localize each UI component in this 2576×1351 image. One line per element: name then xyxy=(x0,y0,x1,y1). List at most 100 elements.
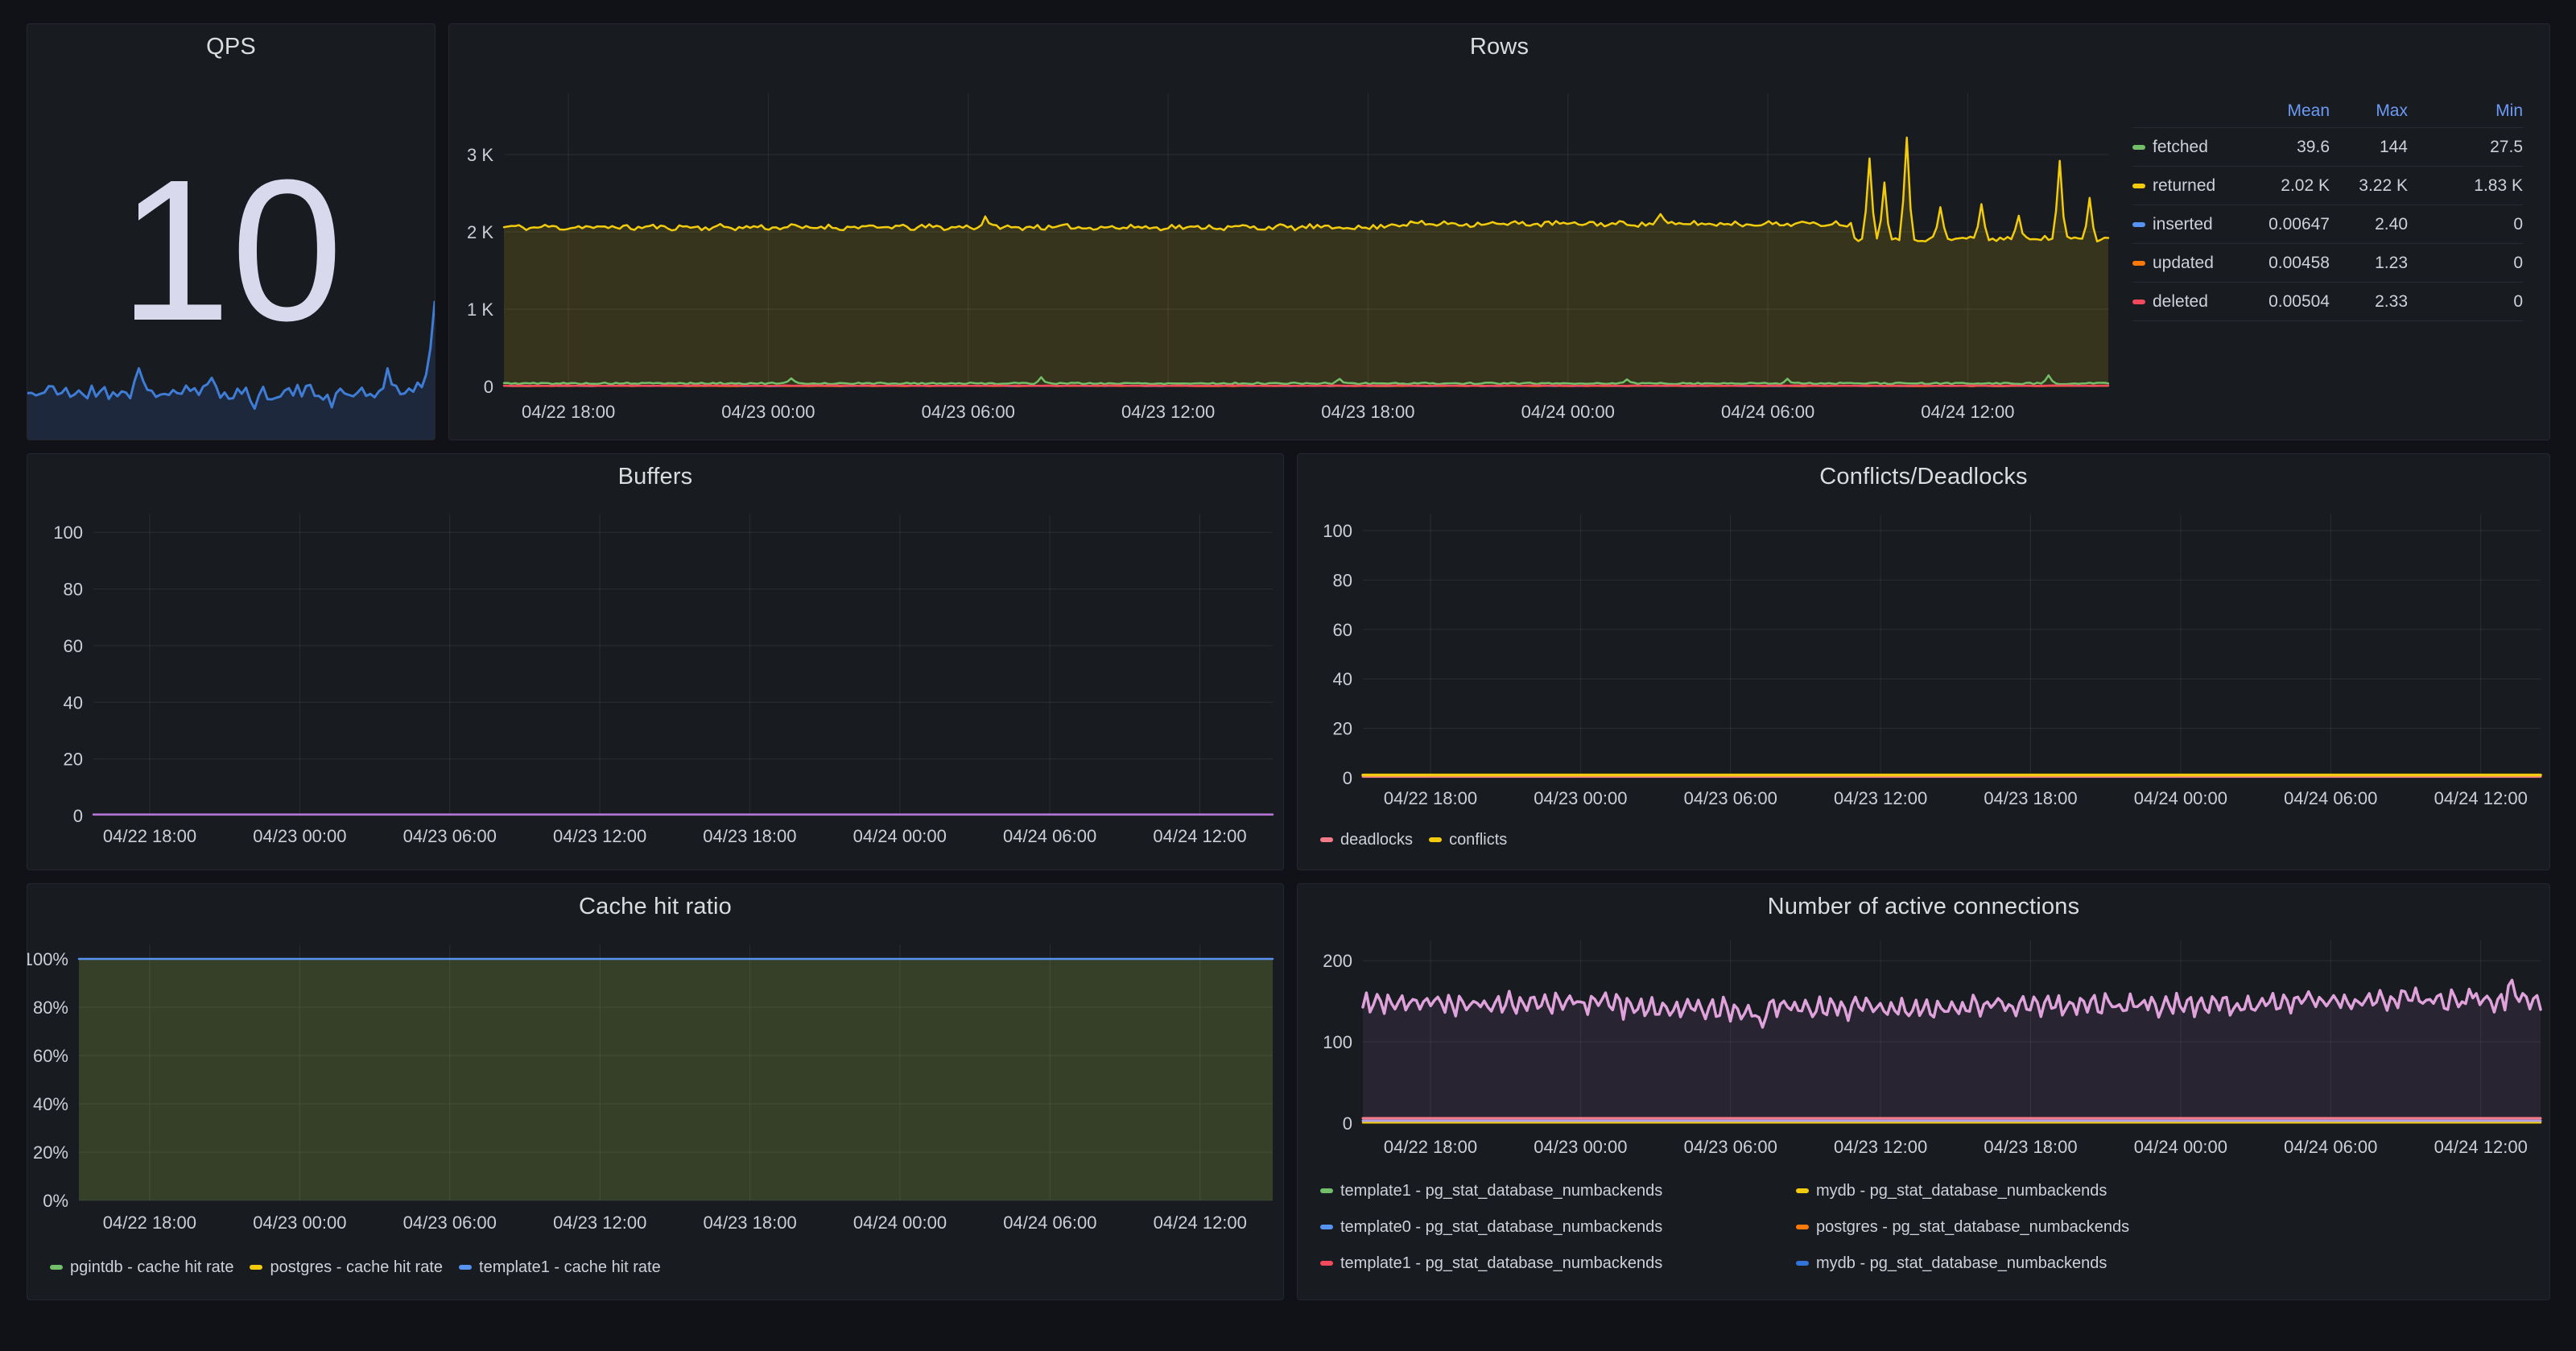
legend-label: template1 - pg_stat_database_numbackends xyxy=(1340,1254,1662,1273)
panel-title-cache[interactable]: Cache hit ratio xyxy=(27,894,1283,920)
legend-item[interactable]: pgintdb - cache hit rate xyxy=(50,1256,233,1279)
legend-item[interactable]: template0 - pg_stat_database_numbackends xyxy=(1320,1216,1780,1238)
y-axis-tick-label: 0% xyxy=(43,1191,68,1211)
legend-item[interactable]: postgres - pg_stat_database_numbackends xyxy=(1796,1216,2129,1238)
y-axis-tick-label: 40 xyxy=(64,692,83,713)
series-color-swatch xyxy=(2132,222,2145,227)
y-axis-tick-label: 40% xyxy=(33,1094,68,1114)
x-axis-tick-label: 04/24 12:00 xyxy=(2434,1137,2528,1157)
stats-table-row: returned2.02 K3.22 K1.83 K xyxy=(2132,166,2523,205)
x-axis-tick-label: 04/22 18:00 xyxy=(103,826,196,846)
legend-label: postgres - cache hit rate xyxy=(270,1258,443,1277)
legend-label: template1 - cache hit rate xyxy=(479,1258,661,1277)
legend-item[interactable]: postgres - cache hit rate xyxy=(250,1256,443,1279)
stats-value: 27.5 xyxy=(2408,138,2523,157)
panel-title-connections[interactable]: Number of active connections xyxy=(1298,894,2549,920)
series-color-swatch xyxy=(2132,145,2145,150)
x-axis-tick-label: 04/23 18:00 xyxy=(703,826,796,846)
panel-cache-hit-ratio: Cache hit ratio 04/22 18:0004/23 00:0004… xyxy=(27,883,1284,1300)
x-axis-tick-label: 04/24 06:00 xyxy=(1721,402,1814,422)
x-axis-tick-label: 04/22 18:00 xyxy=(522,402,615,422)
x-axis-tick-label: 04/24 00:00 xyxy=(853,826,947,846)
x-axis-tick-label: 04/23 06:00 xyxy=(403,1213,497,1233)
legend-series-name[interactable]: fetched xyxy=(2132,138,2237,157)
legend-label: postgres - pg_stat_database_numbackends xyxy=(1816,1218,2129,1237)
series-color-swatch xyxy=(1320,1188,1333,1193)
legend-item[interactable]: mydb - pg_stat_database_numbackends xyxy=(1796,1252,2129,1275)
stats-value: 2.02 K xyxy=(2237,176,2330,196)
panel-qps: QPS 10 xyxy=(27,23,436,440)
stats-column-header-max[interactable]: Max xyxy=(2330,101,2408,121)
x-axis-tick-label: 04/24 06:00 xyxy=(2284,1137,2377,1157)
x-axis-tick-label: 04/24 00:00 xyxy=(853,1213,947,1233)
legend-item[interactable]: template1 - pg_stat_database_numbackends xyxy=(1320,1180,1780,1202)
conflicts-chart[interactable]: 04/22 18:0004/23 00:0004/23 06:0004/23 1… xyxy=(1298,454,2549,870)
x-axis-tick-label: 04/23 06:00 xyxy=(1684,1137,1777,1157)
x-axis-tick-label: 04/23 12:00 xyxy=(1834,1137,1927,1157)
panel-title-qps[interactable]: QPS xyxy=(27,34,435,60)
x-axis-tick-label: 04/23 12:00 xyxy=(1121,402,1215,422)
legend-item[interactable]: conflicts xyxy=(1429,828,1507,851)
y-axis-tick-label: 100% xyxy=(27,949,68,969)
x-axis-tick-label: 04/23 00:00 xyxy=(253,1213,346,1233)
series-color-swatch xyxy=(2132,184,2145,188)
series-color-swatch xyxy=(1320,1261,1333,1266)
stats-value: 2.33 xyxy=(2330,292,2408,312)
y-axis-tick-label: 80 xyxy=(1333,570,1352,590)
y-axis-tick-label: 3 K xyxy=(467,145,493,165)
y-axis-tick-label: 40 xyxy=(1333,669,1352,689)
y-axis-tick-label: 20 xyxy=(64,750,83,770)
y-axis-tick-label: 2 K xyxy=(467,222,493,242)
x-axis-tick-label: 04/24 12:00 xyxy=(2434,788,2528,808)
y-axis-tick-label: 60% xyxy=(33,1046,68,1066)
stats-value: 0.00504 xyxy=(2237,292,2330,312)
conflicts-legend: deadlocks conflicts xyxy=(1320,828,1507,851)
x-axis-tick-label: 04/24 06:00 xyxy=(2284,788,2377,808)
stats-column-header-min[interactable]: Min xyxy=(2408,101,2523,121)
y-axis-tick-label: 60 xyxy=(1333,620,1352,640)
cache-hit-ratio-chart[interactable]: 04/22 18:0004/23 00:0004/23 06:0004/23 1… xyxy=(27,884,1283,1299)
x-axis-tick-label: 04/24 12:00 xyxy=(1153,826,1246,846)
series-color-swatch xyxy=(1796,1188,1809,1193)
y-axis-tick-label: 0 xyxy=(484,377,493,397)
buffers-chart[interactable]: 04/22 18:0004/23 00:0004/23 06:0004/23 1… xyxy=(27,454,1283,870)
connections-legend: template1 - pg_stat_database_numbackends… xyxy=(1320,1180,2129,1275)
y-axis-tick-label: 80 xyxy=(64,580,83,600)
x-axis-tick-label: 04/23 18:00 xyxy=(1321,402,1414,422)
series-area-postgres - cache hit rate xyxy=(79,959,1273,1200)
x-axis-tick-label: 04/24 06:00 xyxy=(1003,826,1096,846)
panel-title-rows[interactable]: Rows xyxy=(449,34,2549,60)
legend-series-name[interactable]: deleted xyxy=(2132,292,2237,312)
legend-item[interactable]: mydb - pg_stat_database_numbackends xyxy=(1796,1180,2129,1202)
series-color-swatch xyxy=(1320,837,1333,842)
stats-value: 39.6 xyxy=(2237,138,2330,157)
legend-series-name[interactable]: inserted xyxy=(2132,215,2237,234)
stats-table-row: inserted0.006472.400 xyxy=(2132,205,2523,243)
legend-label: deadlocks xyxy=(1340,831,1413,849)
x-axis-tick-label: 04/24 00:00 xyxy=(2134,1137,2227,1157)
series-color-swatch xyxy=(459,1265,472,1270)
series-color-swatch xyxy=(1796,1225,1809,1229)
stats-value: 0.00458 xyxy=(2237,254,2330,273)
legend-item[interactable]: template1 - cache hit rate xyxy=(459,1256,661,1279)
y-axis-tick-label: 0 xyxy=(73,806,83,826)
stats-value: 144 xyxy=(2330,138,2408,157)
x-axis-tick-label: 04/23 06:00 xyxy=(403,826,497,846)
x-axis-tick-label: 04/24 00:00 xyxy=(1521,402,1615,422)
series-color-swatch xyxy=(1796,1261,1809,1266)
panel-conflicts-deadlocks: Conflicts/Deadlocks 04/22 18:0004/23 00:… xyxy=(1297,453,2550,870)
stats-table-row: deleted0.005042.330 xyxy=(2132,282,2523,320)
stats-table-row: updated0.004581.230 xyxy=(2132,243,2523,282)
legend-item[interactable]: deadlocks xyxy=(1320,828,1413,851)
panel-title-buffers[interactable]: Buffers xyxy=(27,464,1283,490)
x-axis-tick-label: 04/23 06:00 xyxy=(922,402,1015,422)
stats-value: 0 xyxy=(2408,254,2523,273)
stats-column-header-mean[interactable]: Mean xyxy=(2237,101,2330,121)
stats-value: 3.22 K xyxy=(2330,176,2408,196)
legend-item[interactable]: template1 - pg_stat_database_numbackends xyxy=(1320,1252,1780,1275)
panel-title-conflicts[interactable]: Conflicts/Deadlocks xyxy=(1298,464,2549,490)
x-axis-tick-label: 04/24 00:00 xyxy=(2134,788,2227,808)
x-axis-tick-label: 04/23 00:00 xyxy=(1534,788,1627,808)
legend-series-name[interactable]: updated xyxy=(2132,254,2237,273)
legend-series-name[interactable]: returned xyxy=(2132,176,2237,196)
